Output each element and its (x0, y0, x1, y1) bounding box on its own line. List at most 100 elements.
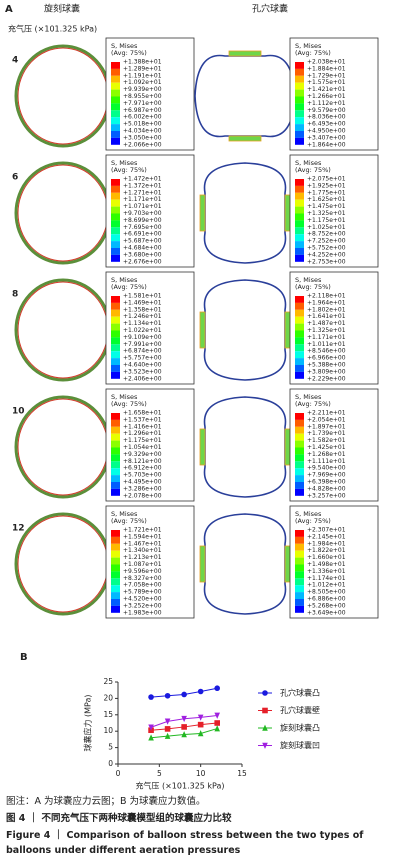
color-band (295, 96, 304, 104)
panel-label: A (5, 4, 13, 15)
legend-value: +8.955e+00 (123, 93, 162, 100)
x-tick-label: 10 (196, 769, 206, 778)
legend-value: +1.658e+01 (123, 410, 162, 417)
color-band (295, 557, 304, 565)
color-band (111, 543, 120, 551)
legend-box (105, 154, 195, 268)
legend-value: +6.874e+00 (123, 348, 162, 355)
column-title: 孔穴球囊 (252, 3, 288, 15)
color-band (111, 419, 120, 427)
pressure-label: 10 (12, 407, 25, 417)
color-band (111, 296, 120, 303)
legend-value: +1.897e+01 (307, 423, 346, 430)
legend-value: +1.266e+01 (307, 93, 346, 100)
legend-subtitle: (Avg: 75%) (295, 49, 331, 57)
column-title: 旋刻球囊 (44, 3, 80, 15)
legend-value: +1.641e+01 (307, 313, 346, 320)
balloon-outer (14, 395, 112, 499)
legend-value: +8.699e+00 (123, 217, 162, 224)
color-band (295, 482, 304, 489)
legend-value: +1.984e+01 (307, 540, 346, 547)
legend-value: +7.969e+00 (307, 472, 346, 479)
marker (262, 690, 268, 696)
legend-subtitle: (Avg: 75%) (295, 400, 331, 408)
color-band (111, 440, 120, 448)
color-band (111, 468, 120, 476)
color-band (295, 605, 304, 613)
color-band (111, 103, 120, 111)
color-band (111, 248, 120, 255)
color-band (111, 213, 120, 221)
color-band (295, 323, 304, 331)
pressure-label: 4 (12, 56, 18, 66)
color-band (111, 605, 120, 613)
legend-value: +1.925e+01 (307, 182, 346, 189)
color-band (111, 433, 120, 441)
color-band (111, 110, 120, 118)
color-band (111, 330, 120, 338)
legend-title: S, Mises (111, 159, 138, 167)
color-band (111, 571, 120, 579)
color-band (111, 199, 120, 207)
legend-value: +8.752e+00 (307, 231, 346, 238)
legend-value: +9.939e+00 (123, 86, 162, 93)
color-band (111, 316, 120, 324)
legend-box (289, 37, 379, 151)
legend-value: +8.546e+00 (307, 348, 346, 355)
color-band (295, 124, 304, 131)
color-band (111, 536, 120, 544)
legend-value: +1.112e+01 (307, 100, 346, 107)
color-band (295, 248, 304, 255)
color-band (295, 344, 304, 352)
legend-value: +1.475e+01 (307, 203, 346, 210)
legend-value: +7.971e+00 (123, 100, 162, 107)
color-band (295, 234, 304, 242)
marker (148, 734, 154, 741)
legend-value: +9.579e+00 (307, 107, 346, 114)
color-band (295, 220, 304, 228)
legend-value: +1.964e+01 (307, 299, 346, 306)
color-band (111, 185, 120, 193)
legend-value: +1.739e+01 (307, 430, 346, 437)
legend-value: +1.325e+01 (307, 327, 346, 334)
legend-value: +9.109e+00 (123, 334, 162, 341)
legend-value: +2.676e+00 (123, 258, 162, 265)
legend-label: 旋刻球囊凹 (280, 740, 320, 750)
legend-value: +1.111e+01 (307, 458, 346, 465)
color-band (295, 475, 304, 482)
legend-value: +2.145e+01 (307, 533, 346, 540)
legend-subtitle: (Avg: 75%) (111, 166, 147, 174)
legend-value: +2.753e+00 (307, 258, 346, 265)
color-band (111, 234, 120, 242)
color-band (111, 124, 120, 131)
legend-value: +8.036e+00 (307, 114, 346, 121)
color-band (111, 323, 120, 331)
color-band (295, 110, 304, 118)
pressure-label: 6 (12, 173, 18, 183)
legend-value: +1.011e+01 (307, 341, 346, 348)
marker (164, 718, 171, 725)
color-band (111, 578, 120, 586)
legend-value: +2.054e+01 (307, 416, 346, 423)
marker (262, 707, 268, 714)
color-band (111, 206, 120, 214)
y-tick-label: 15 (103, 710, 113, 719)
color-band (295, 199, 304, 207)
color-band (295, 365, 304, 372)
color-band (111, 461, 120, 469)
pressure-label: 8 (12, 290, 18, 300)
legend-title: S, Mises (295, 276, 322, 284)
legend-value: +4.495e+00 (123, 479, 162, 486)
legend-value: +1.537e+01 (123, 416, 162, 423)
legend-value: +6.691e+00 (123, 231, 162, 238)
color-band (111, 482, 120, 489)
color-band (295, 192, 304, 200)
legend-value: +1.325e+01 (307, 210, 346, 217)
marker (197, 721, 204, 728)
color-band (111, 585, 120, 593)
y-tick-label: 10 (103, 726, 113, 735)
marker (214, 712, 220, 719)
x-axis-label: 充气压 (×101.325 kPa) (135, 781, 224, 791)
legend-box (105, 388, 195, 502)
color-band (295, 454, 304, 462)
